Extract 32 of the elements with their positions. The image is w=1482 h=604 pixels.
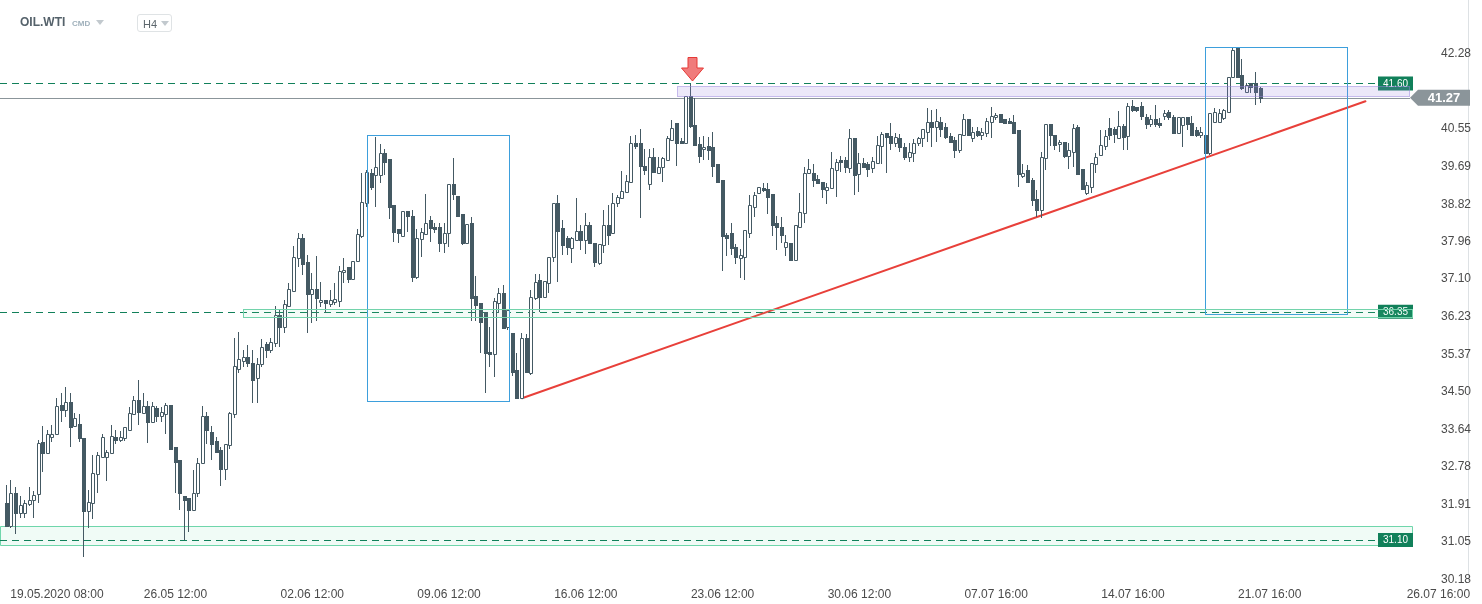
x-tick-label: 26.05 12:00 — [143, 586, 208, 601]
y-tick-label: 33.64 — [1440, 421, 1472, 436]
y-tick-label: 31.05 — [1440, 534, 1472, 549]
y-tick-label: 37.96 — [1440, 234, 1472, 249]
ref-line-label: 41.27 — [1427, 90, 1461, 106]
y-tick-label: 31.91 — [1440, 497, 1472, 512]
y-tick-label: 30.18 — [1440, 572, 1472, 587]
y-tick-label: 39.69 — [1440, 158, 1472, 173]
y-tick-label: 38.82 — [1440, 196, 1472, 211]
x-tick-label: 30.06 12:00 — [827, 586, 892, 601]
y-tick-label: 37.10 — [1440, 271, 1472, 286]
text: OIL.WTI — [20, 15, 66, 29]
x-tick-label: 07.07 16:00 — [964, 586, 1029, 601]
y-tick-label: 36.23 — [1440, 309, 1472, 324]
x-tick-label: 14.07 16:00 — [1101, 586, 1165, 601]
annotation: H4 — [143, 18, 158, 30]
ref-line-label: 31.10 — [1382, 534, 1409, 546]
y-tick-label: 40.55 — [1440, 121, 1472, 136]
x-tick-label: 19.05.2020 08:00 — [10, 586, 105, 601]
x-tick-label: 16.06 12:00 — [554, 586, 618, 601]
y-tick-label: 42.28 — [1440, 46, 1472, 61]
y-tick-label: 32.78 — [1440, 459, 1472, 474]
x-tick-label: 09.06 12:00 — [417, 586, 482, 601]
x-tick-label: 26.07 16:00 — [1406, 586, 1471, 601]
y-tick-label: 35.37 — [1440, 346, 1472, 361]
y-tick-label: 34.50 — [1440, 384, 1472, 399]
x-tick-label: 21.07 16:00 — [1237, 586, 1302, 601]
ref-line-label: 41.60 — [1382, 77, 1409, 89]
x-tick-label: 23.06 12:00 — [690, 586, 755, 601]
text: CMD — [72, 19, 91, 28]
dropdown-field: H4 — [137, 14, 172, 32]
x-tick-label: 02.06 12:00 — [280, 586, 345, 601]
